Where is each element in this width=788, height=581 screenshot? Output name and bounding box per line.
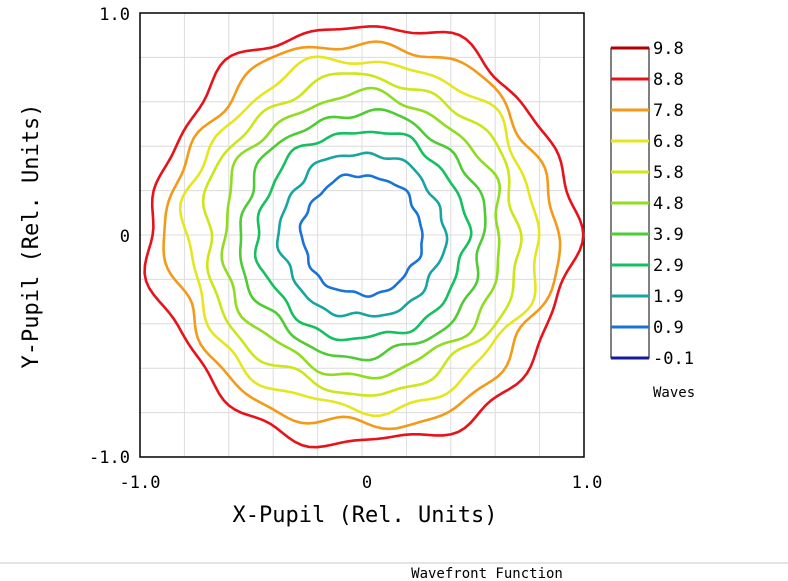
legend-label-6.8: 6.8 (653, 132, 684, 152)
legend-label-1.9: 1.9 (653, 287, 684, 307)
contour-line-4.8 (220, 86, 502, 380)
y-tick-label-bottom: -1.0 (89, 448, 130, 468)
grid (140, 13, 584, 457)
legend-units-label: Waves (653, 385, 695, 401)
x-tick-label-left: -1.0 (120, 473, 161, 493)
legend-label-7.8: 7.8 (653, 101, 684, 121)
legend-label-5.8: 5.8 (653, 163, 684, 183)
contour-line-1.9 (275, 151, 449, 318)
contour-line-5.8 (201, 72, 523, 397)
chart-title: Wavefront Function (411, 566, 563, 581)
contour-lines (143, 25, 585, 449)
x-tick-label-right: 1.0 (572, 473, 603, 493)
legend-label-8.8: 8.8 (653, 70, 684, 90)
x-axis-label: X-Pupil (Rel. Units) (233, 503, 498, 528)
legend-label-3.9: 3.9 (653, 225, 684, 245)
y-axis-label: Y-Pupil (Rel. Units) (19, 104, 44, 369)
contour-line-6.8 (178, 55, 541, 418)
y-tick-label-top: 1.0 (99, 5, 130, 25)
legend-label--0.1: -0.1 (653, 349, 694, 369)
legend-label-9.8: 9.8 (653, 39, 684, 59)
contour-line-0.9 (298, 173, 424, 298)
x-tick-label-mid: 0 (362, 473, 372, 493)
legend: 9.8 8.8 7.8 6.8 5.8 4.8 3.9 2.9 1.9 0.9 -0.1 (610, 39, 694, 369)
contour-line-2.9 (253, 130, 473, 342)
legend-label-4.8: 4.8 (653, 194, 684, 214)
y-tick-label-mid: 0 (120, 227, 130, 247)
contour-line-7.8 (162, 40, 562, 431)
legend-label-2.9: 2.9 (653, 256, 684, 276)
legend-label-0.9: 0.9 (653, 318, 684, 338)
contour-line-8.8 (143, 25, 585, 449)
contour-line-3.9 (238, 107, 487, 362)
